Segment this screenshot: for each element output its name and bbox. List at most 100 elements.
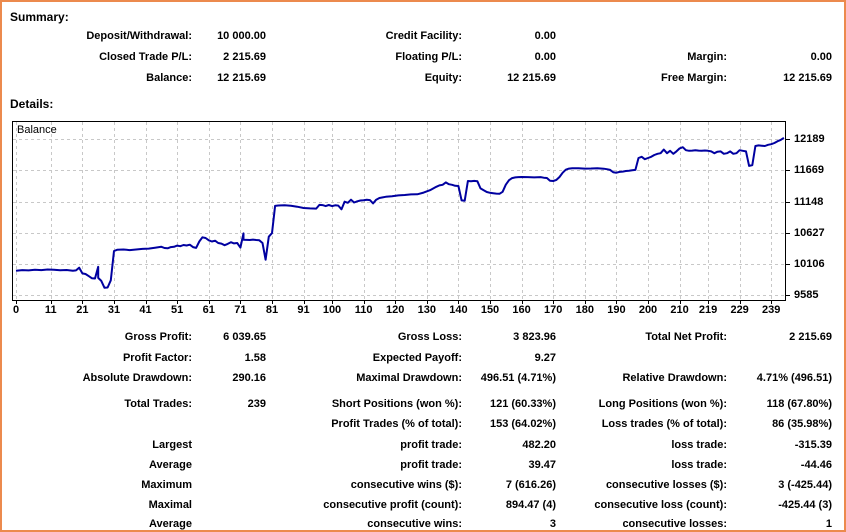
balance-line [15, 136, 785, 289]
chart-x-tick [458, 301, 460, 304]
details-row-3-col2-label: Short Positions (won %): [331, 398, 462, 410]
details-row-9-col1-label: Average [148, 518, 192, 530]
chart-y-axis-label-12189: 12189 [794, 133, 825, 146]
details-row-8-col1-label: Maximal [148, 499, 192, 511]
summary-row-2-col2-value: 12 215.69 [507, 72, 556, 84]
details-row-9-col3-label: consecutive losses: [622, 518, 727, 530]
chart-x-axis-label-210: 210 [670, 304, 689, 316]
chart-x-axis-label-200: 200 [638, 304, 658, 316]
chart-x-axis-label-41: 41 [139, 304, 152, 316]
details-row-1-col2-value: 9.27 [534, 352, 556, 364]
details-row-5-col2-value: 482.20 [522, 439, 556, 451]
details-row-6-col2-value: 39.47 [528, 459, 556, 471]
details-row-0-col3-label: Total Net Profit: [645, 331, 727, 343]
details-row-3-col3-label: Long Positions (won %): [598, 398, 727, 410]
details-row-7-col3-value: 3 (-425.44) [778, 479, 832, 491]
details-row-0-col1-value: 6 039.65 [223, 331, 266, 343]
chart-x-tick [145, 301, 147, 304]
chart-x-axis-label-170: 170 [544, 304, 563, 316]
chart-x-tick [82, 301, 84, 304]
chart-y-axis-label-11669: 11669 [794, 164, 824, 177]
chart-y-tick [786, 232, 790, 234]
details-row-9-col2-value: 3 [549, 518, 556, 530]
chart-x-tick [648, 301, 649, 304]
details-row-5-col3-label: loss trade: [671, 439, 727, 451]
details-row-1-col1-label: Profit Factor: [122, 352, 192, 364]
summary-section-title: Summary: [10, 10, 69, 24]
chart-x-tick [553, 301, 555, 304]
summary-row-1-col1-value: 2 215.69 [223, 51, 266, 63]
details-row-4-col3-value: 86 (35.98%) [772, 418, 832, 430]
chart-x-axis-label-71: 71 [234, 304, 247, 316]
details-row-6-col3-value: -44.46 [800, 459, 832, 471]
details-row-0-col1-label: Gross Profit: [124, 331, 192, 343]
details-row-8-col2-label: consecutive profit (count): [323, 499, 462, 511]
details-row-7-col3-label: consecutive losses ($): [605, 479, 727, 491]
chart-x-tick [395, 301, 397, 304]
summary-row-0-col1-label: Deposit/Withdrawal: [86, 30, 192, 42]
details-row-0-col2-label: Gross Loss: [397, 331, 462, 343]
chart-y-tick [786, 201, 790, 203]
chart-x-axis-label-51: 51 [171, 304, 184, 316]
chart-x-tick [616, 301, 618, 304]
chart-x-tick [208, 301, 210, 304]
details-row-0-col2-value: 3 823.96 [513, 331, 556, 343]
chart-x-axis-label-150: 150 [480, 304, 500, 316]
summary-row-1-col2-label: Floating P/L: [395, 51, 462, 63]
chart-x-tick [177, 301, 179, 304]
chart-x-tick [271, 301, 273, 304]
details-row-1-col1-value: 1.58 [244, 352, 266, 364]
summary-row-1-col3-label: Margin: [687, 51, 727, 63]
details-row-4-col2-value: 153 (64.02%) [489, 418, 556, 430]
chart-x-tick [708, 301, 710, 304]
details-row-0-col3-value: 2 215.69 [789, 331, 832, 343]
details-row-4-col3-label: Loss trades (% of total): [601, 418, 727, 430]
chart-x-axis-label-229: 229 [730, 304, 749, 316]
details-row-1-col2-label: Expected Payoff: [372, 352, 462, 364]
details-row-2-col3-label: Relative Drawdown: [622, 372, 727, 384]
chart-x-axis-label-0: 0 [12, 304, 20, 316]
chart-y-tick [786, 294, 790, 296]
details-row-6-col2-label: profit trade: [400, 459, 462, 471]
chart-x-axis-label-61: 61 [202, 304, 215, 316]
summary-row-2-col3-label: Free Margin: [660, 72, 727, 84]
details-row-2-col1-label: Absolute Drawdown: [82, 372, 192, 384]
summary-row-0-col2-value: 0.00 [534, 30, 556, 42]
chart-y-axis-label-11148: 11148 [794, 195, 824, 208]
chart-y-tick [786, 263, 790, 265]
summary-row-1-col2-value: 0.00 [534, 51, 556, 63]
chart-x-axis-label-160: 160 [512, 304, 531, 316]
details-row-2-col1-value: 290.16 [232, 372, 266, 384]
chart-x-axis-label-190: 190 [607, 304, 626, 316]
chart-x-axis-label-219: 219 [698, 304, 718, 316]
chart-x-axis-label-110: 110 [354, 304, 373, 316]
chart-x-axis-label-100: 100 [322, 304, 342, 316]
chart-x-axis-label-21: 21 [76, 304, 89, 316]
details-row-7-col1-label: Maximum [141, 479, 192, 491]
summary-row-1-col1-label: Closed Trade P/L: [99, 51, 192, 63]
details-row-2-col2-value: 496.51 (4.71%) [480, 372, 556, 384]
chart-x-axis-label-130: 130 [417, 304, 436, 316]
details-row-3-col3-value: 118 (67.80%) [766, 398, 832, 410]
details-section-title: Details: [10, 97, 54, 111]
details-row-3-col1-label: Total Trades: [124, 398, 192, 410]
chart-y-axis-label-9585: 9585 [794, 288, 819, 301]
chart-plot [12, 121, 786, 301]
chart-x-tick [363, 301, 365, 304]
details-row-6-col3-label: loss trade: [671, 459, 727, 471]
balance-chart: Balance 0 11 21 31 41 51 61 71 81 91 100 110 120 130 1… [12, 121, 840, 317]
chart-x-tick [771, 301, 773, 304]
details-row-8-col3-label: consecutive loss (count): [594, 499, 727, 511]
chart-x-tick [739, 301, 741, 304]
summary-row-0-col1-value: 10 000.00 [217, 30, 266, 42]
chart-y-axis-label-10627: 10627 [794, 226, 825, 239]
summary-row-2-col2-label: Equity: [424, 72, 462, 84]
summary-row-2-col3-value: 12 215.69 [783, 72, 832, 84]
chart-x-tick [303, 301, 305, 304]
details-row-9-col3-value: 1 [825, 518, 832, 530]
chart-x-axis-label-11: 11 [44, 304, 57, 316]
chart-x-axis-label-91: 91 [297, 304, 310, 316]
chart-x-axis-label-31: 31 [107, 304, 121, 316]
details-row-8-col3-value: -425.44 (3) [778, 499, 832, 511]
